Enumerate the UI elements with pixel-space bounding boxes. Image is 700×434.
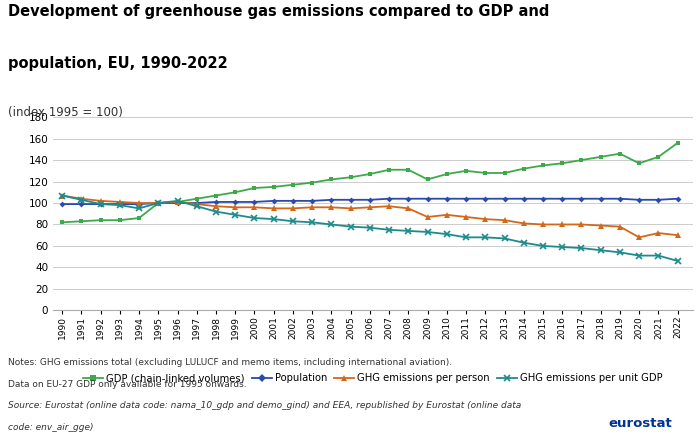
Text: Notes: GHG emissions total (excluding LULUCF and memo items, including internati: Notes: GHG emissions total (excluding LU… xyxy=(8,358,452,367)
Text: Data on EU-27 GDP only available for 1995 onwards.: Data on EU-27 GDP only available for 199… xyxy=(8,380,247,389)
Text: Source: Eurostat (online data code: nama_10_gdp and demo_gind) and EEA, republis: Source: Eurostat (online data code: nama… xyxy=(8,401,522,411)
Legend: GDP (chain-linked volumes), Population, GHG emissions per person, GHG emissions : GDP (chain-linked volumes), Population, … xyxy=(83,373,662,383)
Text: population, EU, 1990-2022: population, EU, 1990-2022 xyxy=(8,56,228,72)
Text: code: env_air_gge): code: env_air_gge) xyxy=(8,423,94,432)
Text: Development of greenhouse gas emissions compared to GDP and: Development of greenhouse gas emissions … xyxy=(8,4,550,20)
Text: eurostat: eurostat xyxy=(608,417,672,430)
Text: (index 1995 = 100): (index 1995 = 100) xyxy=(8,106,123,119)
